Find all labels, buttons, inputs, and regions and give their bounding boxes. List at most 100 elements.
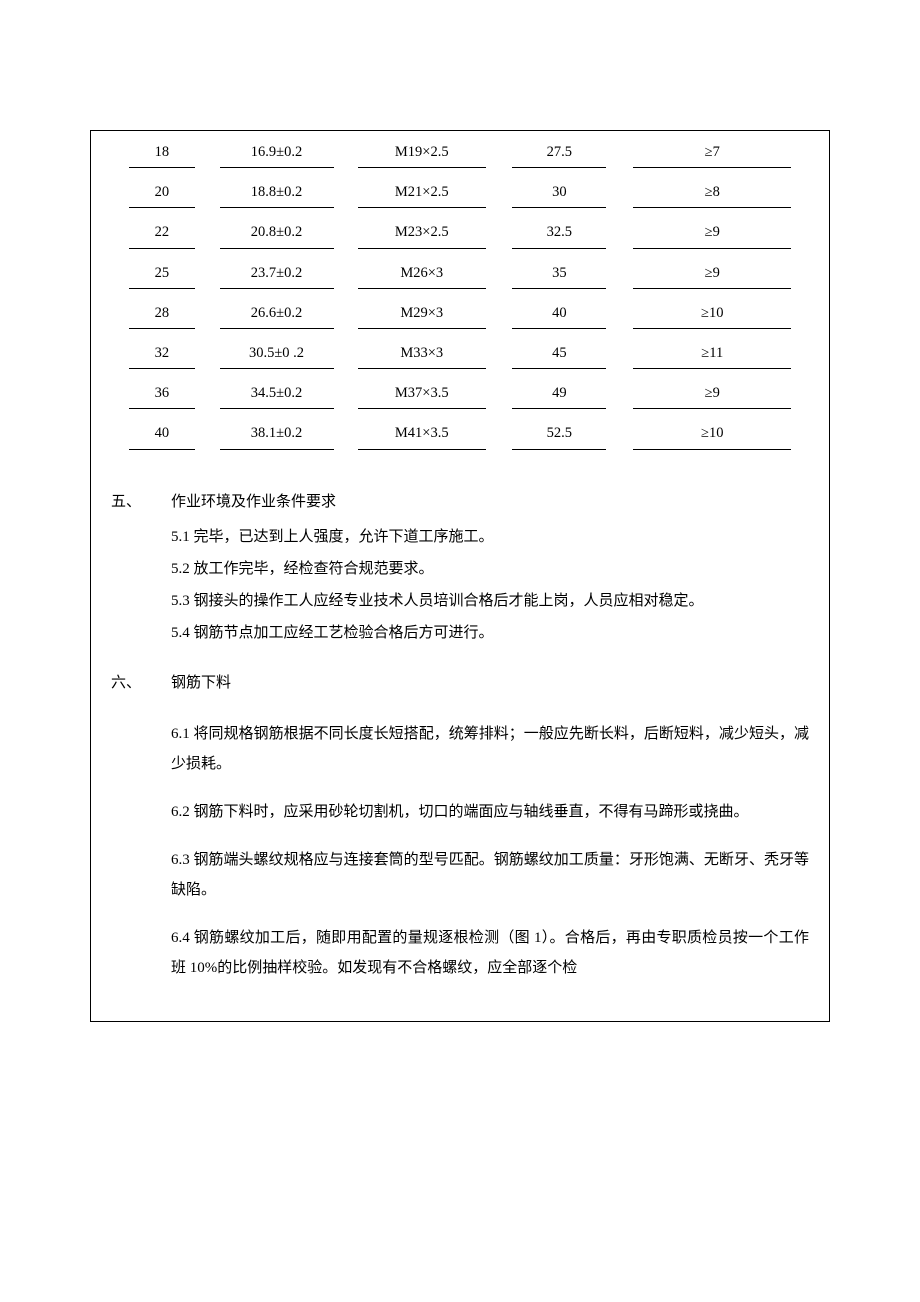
- table-cell: 25: [116, 252, 208, 292]
- cell-value: M19×2.5: [358, 141, 486, 168]
- section-6-p4: 6.4 钢筋螺纹加工后，随即用配置的量规逐根检测（图 1）。合格后，再由专职质检…: [171, 923, 809, 983]
- spec-table: 18 16.9±0.2 M19×2.5 27.5 ≥7 20 18.8±0.2 M21×2.5…: [116, 131, 804, 460]
- table-cell: 16.9±0.2: [208, 131, 346, 171]
- table-cell: 40: [498, 292, 620, 332]
- table-cell: M23×2.5: [345, 211, 498, 251]
- cell-value: ≥9: [633, 221, 791, 248]
- cell-value: ≥10: [633, 302, 791, 329]
- table-cell: 35: [498, 252, 620, 292]
- table-cell: ≥9: [621, 211, 804, 251]
- cell-value: ≥10: [633, 422, 791, 449]
- cell-value: ≥7: [633, 141, 791, 168]
- cell-value: ≥9: [633, 262, 791, 289]
- section-6-header: 六、 钢筋下料: [111, 671, 809, 695]
- cell-value: M23×2.5: [358, 221, 486, 248]
- cell-value: M26×3: [358, 262, 486, 289]
- table-cell: 20: [116, 171, 208, 211]
- table-row: 40 38.1±0.2 M41×3.5 52.5 ≥10: [116, 412, 804, 459]
- cell-value: 20: [129, 181, 194, 208]
- cell-value: M21×2.5: [358, 181, 486, 208]
- cell-value: 36: [129, 382, 194, 409]
- document-frame: 18 16.9±0.2 M19×2.5 27.5 ≥7 20 18.8±0.2 M21×2.5…: [90, 130, 830, 1022]
- cell-value: 40: [129, 422, 194, 449]
- cell-value: 30.5±0 .2: [220, 342, 334, 369]
- cell-value: 26.6±0.2: [220, 302, 334, 329]
- section-6-num: 六、: [111, 671, 171, 695]
- table-row: 32 30.5±0 .2 M33×3 45 ≥11: [116, 332, 804, 372]
- table-cell: 20.8±0.2: [208, 211, 346, 251]
- table-cell: M33×3: [345, 332, 498, 372]
- table-cell: M37×3.5: [345, 372, 498, 412]
- section-5-num: 五、: [111, 490, 171, 514]
- table-cell: 45: [498, 332, 620, 372]
- table-row: 28 26.6±0.2 M29×3 40 ≥10: [116, 292, 804, 332]
- section-5-p2: 5.2 放工作完毕，经检查符合规范要求。: [171, 556, 809, 582]
- table-cell: 38.1±0.2: [208, 412, 346, 459]
- cell-value: 32: [129, 342, 194, 369]
- table-cell: ≥9: [621, 372, 804, 412]
- table-cell: 23.7±0.2: [208, 252, 346, 292]
- cell-value: 20.8±0.2: [220, 221, 334, 248]
- table-cell: M19×2.5: [345, 131, 498, 171]
- section-6: 六、 钢筋下料 6.1 将同规格钢筋根据不同长度长短搭配，统筹排料；一般应先断长…: [111, 671, 809, 983]
- table-cell: 32.5: [498, 211, 620, 251]
- cell-value: 34.5±0.2: [220, 382, 334, 409]
- cell-value: 25: [129, 262, 194, 289]
- cell-value: 38.1±0.2: [220, 422, 334, 449]
- table-cell: 34.5±0.2: [208, 372, 346, 412]
- table-cell: M26×3: [345, 252, 498, 292]
- table-cell: 18.8±0.2: [208, 171, 346, 211]
- table-cell: 40: [116, 412, 208, 459]
- table-cell: ≥8: [621, 171, 804, 211]
- cell-value: 40: [512, 302, 606, 329]
- cell-value: ≥9: [633, 382, 791, 409]
- cell-value: ≥11: [633, 342, 791, 369]
- table-row: 18 16.9±0.2 M19×2.5 27.5 ≥7: [116, 131, 804, 171]
- table-cell: 18: [116, 131, 208, 171]
- cell-value: ≥8: [633, 181, 791, 208]
- table-cell: M29×3: [345, 292, 498, 332]
- table-cell: M21×2.5: [345, 171, 498, 211]
- cell-value: 32.5: [512, 221, 606, 248]
- cell-value: 16.9±0.2: [220, 141, 334, 168]
- table-cell: 36: [116, 372, 208, 412]
- section-6-p1: 6.1 将同规格钢筋根据不同长度长短搭配，统筹排料；一般应先断长料，后断短料，减…: [171, 719, 809, 779]
- section-5-p1: 5.1 完毕，已达到上人强度，允许下道工序施工。: [171, 524, 809, 550]
- table-row: 20 18.8±0.2 M21×2.5 30 ≥8: [116, 171, 804, 211]
- section-5-header: 五、 作业环境及作业条件要求: [111, 490, 809, 514]
- section-5-p4: 5.4 钢筋节点加工应经工艺检验合格后方可进行。: [171, 620, 809, 646]
- section-5-title: 作业环境及作业条件要求: [171, 490, 809, 514]
- section-6-title: 钢筋下料: [171, 671, 809, 695]
- cell-value: 27.5: [512, 141, 606, 168]
- cell-value: 35: [512, 262, 606, 289]
- table-row: 36 34.5±0.2 M37×3.5 49 ≥9: [116, 372, 804, 412]
- cell-value: 49: [512, 382, 606, 409]
- table-row: 25 23.7±0.2 M26×3 35 ≥9: [116, 252, 804, 292]
- section-6-p2: 6.2 钢筋下料时，应采用砂轮切割机，切口的端面应与轴线垂直，不得有马蹄形或挠曲…: [171, 797, 809, 827]
- table-cell: 52.5: [498, 412, 620, 459]
- cell-value: 52.5: [512, 422, 606, 449]
- table-cell: 30.5±0 .2: [208, 332, 346, 372]
- section-5-p3: 5.3 钢接头的操作工人应经专业技术人员培训合格后才能上岗，人员应相对稳定。: [171, 588, 809, 614]
- cell-value: M37×3.5: [358, 382, 486, 409]
- table-cell: ≥9: [621, 252, 804, 292]
- section-6-p3: 6.3 钢筋端头螺纹规格应与连接套筒的型号匹配。钢筋螺纹加工质量：牙形饱满、无断…: [171, 845, 809, 905]
- cell-value: 30: [512, 181, 606, 208]
- table-cell: 27.5: [498, 131, 620, 171]
- table-cell: 22: [116, 211, 208, 251]
- table-cell: ≥7: [621, 131, 804, 171]
- table-cell: 49: [498, 372, 620, 412]
- cell-value: M41×3.5: [358, 422, 486, 449]
- spec-table-container: 18 16.9±0.2 M19×2.5 27.5 ≥7 20 18.8±0.2 M21×2.5…: [91, 131, 829, 470]
- cell-value: 28: [129, 302, 194, 329]
- table-cell: ≥11: [621, 332, 804, 372]
- content-area: 五、 作业环境及作业条件要求 5.1 完毕，已达到上人强度，允许下道工序施工。 …: [91, 470, 829, 1021]
- cell-value: 18: [129, 141, 194, 168]
- table-cell: 32: [116, 332, 208, 372]
- cell-value: M33×3: [358, 342, 486, 369]
- cell-value: 45: [512, 342, 606, 369]
- table-row: 22 20.8±0.2 M23×2.5 32.5 ≥9: [116, 211, 804, 251]
- cell-value: 18.8±0.2: [220, 181, 334, 208]
- table-cell: 26.6±0.2: [208, 292, 346, 332]
- table-cell: 30: [498, 171, 620, 211]
